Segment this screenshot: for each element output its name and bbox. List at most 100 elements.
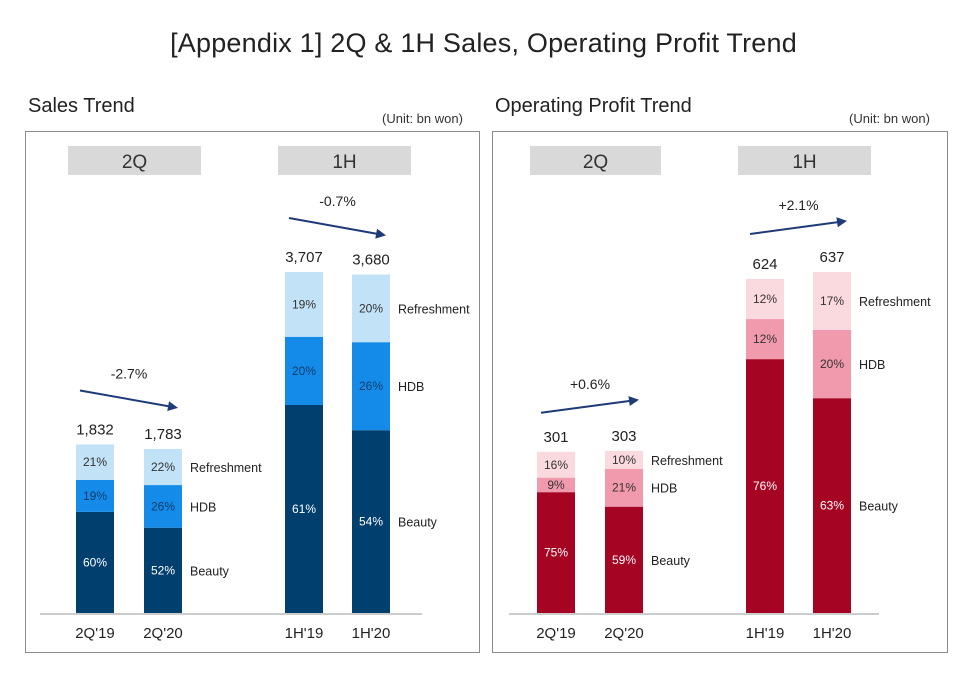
profit-bar-refreshment xyxy=(813,272,851,330)
sales-x-tick-label: 2Q'20 xyxy=(143,625,183,642)
sales-x-tick-label: 2Q'19 xyxy=(75,625,115,642)
profit-total-label: 301 xyxy=(543,429,568,446)
sales-group-box-2q xyxy=(68,146,201,175)
profit-change-arrowhead xyxy=(628,396,639,407)
profit-series-name-label: HDB xyxy=(859,358,885,372)
profit-chart: 2Q 1H 75% 9% 16% 301 2Q'19 59% Beauty 21% HDB 10% Re… xyxy=(509,146,931,642)
sales-segment-label: 20% xyxy=(359,301,383,315)
sales-segment-label: 61% xyxy=(292,502,316,516)
profit-bar-beauty xyxy=(537,492,575,613)
profit-total-label: 637 xyxy=(819,249,844,266)
sales-x-tick-label: 1H'20 xyxy=(352,625,391,642)
sales-bar-hdb xyxy=(352,342,390,431)
profit-x-tick-label: 2Q'20 xyxy=(604,625,644,642)
profit-bar-hdb xyxy=(537,477,575,493)
profit-x-tick-label: 2Q'19 xyxy=(536,625,576,642)
sales-total-label: 3,707 xyxy=(285,249,323,266)
profit-group-box-1h xyxy=(738,146,871,175)
profit-segment-label: 10% xyxy=(612,453,636,467)
profit-change-arrowhead xyxy=(836,217,847,228)
profit-segment-label: 63% xyxy=(820,499,844,513)
sales-segment-label: 52% xyxy=(151,563,175,577)
profit-x-tick-label: 1H'19 xyxy=(746,625,785,642)
sales-series-name-label: HDB xyxy=(398,380,424,394)
sales-group-label: 1H xyxy=(332,152,356,173)
profit-x-tick-label: 1H'20 xyxy=(813,625,852,642)
sales-bar-refreshment xyxy=(285,272,323,337)
sales-change-label: -2.7% xyxy=(111,365,148,381)
sales-chart: 2Q 1H 60% 19% 21% 1,832 2Q'19 52% Beauty 26% HDB 22… xyxy=(40,146,470,642)
sales-segment-label: 60% xyxy=(83,555,107,569)
sales-x-tick-label: 1H'19 xyxy=(285,625,324,642)
profit-segment-label: 76% xyxy=(753,479,777,493)
sales-bar-refreshment xyxy=(352,274,390,343)
sales-segment-label: 19% xyxy=(292,297,316,311)
profit-series-name-label: HDB xyxy=(651,482,677,496)
profit-series-name-label: Refreshment xyxy=(651,454,723,468)
profit-segment-label: 9% xyxy=(547,478,565,492)
sales-unit-label: (Unit: bn won) xyxy=(382,111,463,126)
sales-bar-refreshment xyxy=(144,448,182,486)
sales-change-arrow xyxy=(288,217,379,235)
profit-series-name-label: Beauty xyxy=(651,554,691,568)
profit-group-label: 2Q xyxy=(583,152,608,173)
profit-segment-label: 59% xyxy=(612,553,636,567)
sales-segment-label: 54% xyxy=(359,515,383,529)
sales-segment-label: 19% xyxy=(83,489,107,503)
sales-series-name-label: HDB xyxy=(190,500,216,514)
profit-segment-label: 16% xyxy=(544,458,568,472)
sales-bar-refreshment xyxy=(76,444,114,480)
profit-chart-title: Operating Profit Trend xyxy=(495,95,692,117)
profit-bar-beauty xyxy=(813,398,851,613)
sales-series-name-label: Beauty xyxy=(398,516,438,530)
sales-chart-title: Sales Trend xyxy=(28,95,135,117)
sales-segment-label: 21% xyxy=(83,455,107,469)
sales-total-label: 1,832 xyxy=(76,421,114,438)
sales-total-label: 1,783 xyxy=(144,426,182,443)
profit-bar-refreshment xyxy=(537,451,575,478)
sales-segment-label: 26% xyxy=(359,379,383,393)
sales-change-label: -0.7% xyxy=(319,193,356,209)
profit-bar-refreshment xyxy=(605,450,643,469)
profit-series-name-label: Refreshment xyxy=(859,295,931,309)
sales-segment-label: 26% xyxy=(151,499,175,513)
profit-change-arrow xyxy=(749,221,840,235)
profit-segment-label: 75% xyxy=(544,546,568,560)
sales-series-name-label: Refreshment xyxy=(190,461,262,475)
sales-series-name-label: Refreshment xyxy=(398,302,470,316)
profit-segment-label: 17% xyxy=(820,294,844,308)
sales-segment-label: 22% xyxy=(151,460,175,474)
profit-bar-hdb xyxy=(605,468,643,507)
sales-total-label: 3,680 xyxy=(352,251,390,268)
page-title: [Appendix 1] 2Q & 1H Sales, Operating Pr… xyxy=(170,28,797,58)
profit-change-label: +2.1% xyxy=(778,197,818,213)
sales-bar-beauty xyxy=(144,527,182,613)
sales-group-box-1h xyxy=(278,146,411,175)
sales-bar-beauty xyxy=(352,430,390,613)
profit-group-box-2q xyxy=(530,146,661,175)
sales-segment-label: 20% xyxy=(292,364,316,378)
profit-bar-hdb xyxy=(813,329,851,399)
sales-change-arrow xyxy=(79,389,171,408)
sales-chart-panel: 2Q 1H 60% 19% 21% 1,832 2Q'19 52% Beauty 26% HDB 22… xyxy=(25,131,480,653)
profit-segment-label: 21% xyxy=(612,481,636,495)
sales-bar-hdb xyxy=(76,479,114,512)
profit-chart-panel: 2Q 1H 75% 9% 16% 301 2Q'19 59% Beauty 21% HDB 10% Re… xyxy=(492,131,948,653)
sales-bar-beauty xyxy=(285,404,323,613)
profit-change-arrow xyxy=(540,399,632,414)
sales-change-arrowhead xyxy=(375,228,386,239)
profit-total-label: 303 xyxy=(611,428,636,445)
sales-bar-beauty xyxy=(76,511,114,613)
profit-segment-label: 12% xyxy=(753,292,777,306)
profit-segment-label: 20% xyxy=(820,357,844,371)
profit-change-label: +0.6% xyxy=(570,376,610,392)
sales-bar-hdb xyxy=(285,336,323,405)
profit-bar-hdb xyxy=(746,319,784,360)
profit-segment-label: 12% xyxy=(753,332,777,346)
profit-group-label: 1H xyxy=(792,152,816,173)
sales-change-arrowhead xyxy=(167,401,178,412)
sales-group-label: 2Q xyxy=(122,152,147,173)
profit-bar-beauty xyxy=(746,359,784,613)
profit-series-name-label: Beauty xyxy=(859,500,899,514)
profit-unit-label: (Unit: bn won) xyxy=(849,111,930,126)
